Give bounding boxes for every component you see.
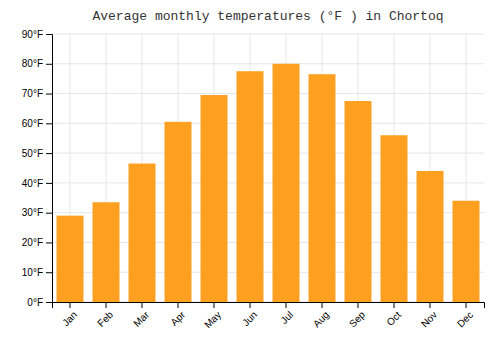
tick-label: Apr [168,309,187,328]
tick: Mar [131,302,151,329]
tick-label: Sep [347,309,368,330]
tick-mark [214,302,215,308]
tick: Aug [311,302,331,329]
tick: Nov [419,302,439,329]
tick-mark [250,302,251,308]
tick: Oct [384,302,403,328]
axis-line [53,303,485,309]
tick-label: 90°F [22,29,43,40]
tick: 60°F [22,118,52,129]
tick-label: 60°F [22,118,43,129]
tick: 90°F [22,29,52,40]
tick-mark [46,94,52,95]
bar [201,95,228,302]
bar [165,122,192,302]
tick-label: 50°F [22,148,43,159]
tick: 0°F [27,297,52,308]
bar [273,64,300,302]
tick-mark [286,302,287,308]
tick-label: 10°F [22,267,43,278]
tick-mark [322,302,323,308]
chart: 0°F 10°F 20°F 30°F 40°F 50°F 60°F 70°F 80°F 90°F J… [0,0,500,350]
tick-label: Nov [419,309,439,329]
bar [381,135,408,302]
bar [237,71,264,302]
bars [57,64,480,302]
bar [129,164,156,302]
tick-label: Mar [131,309,151,329]
grid-line [52,34,484,35]
tick: Feb [95,302,115,329]
tick-mark [394,302,395,308]
tick-label: 40°F [22,178,43,189]
tick-mark [106,302,107,308]
tick: 20°F [22,237,52,248]
tick-label: May [202,309,223,330]
tick-label: 0°F [27,297,43,308]
tick: Jan [60,302,79,328]
tick-mark [46,302,52,303]
tick: 70°F [22,88,52,99]
tick-label: Oct [384,309,403,328]
tick-label: Dec [455,309,475,329]
tick: May [202,302,223,330]
bar [417,171,444,302]
bar [57,216,84,302]
x-axis: Jan Feb Mar Apr May Jun Jul Aug Sep Oct Nov Dec [53,302,485,330]
tick-mark [178,302,179,308]
tick: Dec [455,302,475,329]
tick-label: 80°F [22,58,43,69]
tick-label: 30°F [22,207,43,218]
tick-mark [46,64,52,65]
tick-label: Jul [278,309,295,326]
bar [453,201,480,302]
tick-mark [46,242,52,243]
tick: Jun [240,302,259,328]
tick-mark [142,302,143,308]
tick-mark [46,34,52,35]
title: Average monthly temperatures (°F ) in Ch… [92,9,443,24]
tick-label: 20°F [22,237,43,248]
tick-mark [358,302,359,308]
tick-label: 70°F [22,88,43,99]
y-axis: 0°F 10°F 20°F 30°F 40°F 50°F 60°F 70°F 80°F 90°F [22,29,53,308]
tick: 10°F [22,267,52,278]
bar [93,202,120,302]
bar [309,74,336,302]
axis-line [46,35,53,303]
plot: 0°F 10°F 20°F 30°F 40°F 50°F 60°F 70°F 80°F 90°F J… [22,29,485,331]
tick-label: Aug [311,309,331,329]
tick-label: Feb [95,309,115,329]
grid-line [52,93,484,94]
tick: Sep [347,302,368,329]
bar [345,101,372,302]
tick: 80°F [22,58,52,69]
tick-mark [46,153,52,154]
tick: 40°F [22,178,52,189]
tick: 50°F [22,148,52,159]
tick-mark [70,302,71,308]
grid-line [52,63,484,64]
tick-mark [46,123,52,124]
tick: Apr [168,302,187,328]
tick-label: Jan [60,309,79,328]
tick: Jul [278,302,295,326]
tick-mark [46,272,52,273]
tick-mark [430,302,431,308]
tick-mark [46,213,52,214]
tick-mark [466,302,467,308]
tick-label: Jun [240,309,259,328]
grid-line [52,153,484,154]
tick-mark [46,183,52,184]
grid-line [52,123,484,124]
grid [52,34,484,302]
tick: 30°F [22,207,52,218]
